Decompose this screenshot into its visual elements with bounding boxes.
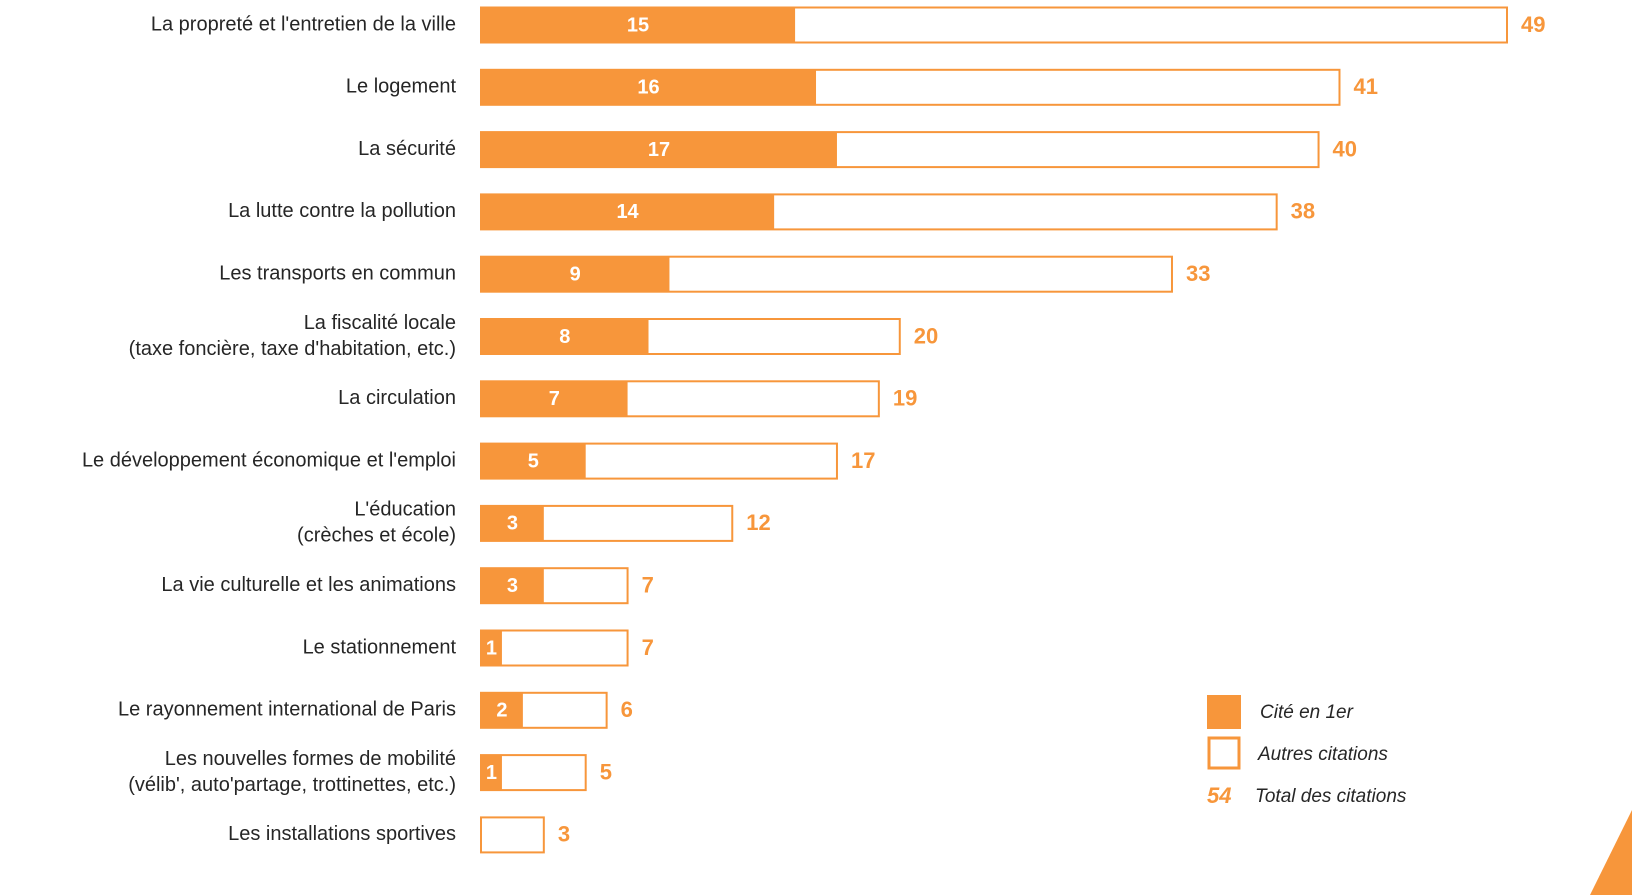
total-label: 6: [621, 697, 633, 722]
first-label: 2: [496, 700, 507, 722]
first-label: 3: [507, 575, 518, 597]
first-label: 15: [627, 14, 649, 36]
total-label: 33: [1186, 261, 1210, 286]
total-label: 41: [1353, 74, 1377, 99]
total-label: 19: [893, 386, 917, 411]
first-bar: [481, 132, 837, 168]
total-label: 5: [600, 759, 612, 784]
first-bar: [481, 256, 670, 292]
first-label: 7: [549, 388, 560, 410]
category-label: Le rayonnement international de Paris: [118, 699, 456, 721]
total-label: 7: [642, 573, 654, 598]
legend-label: Total des citations: [1255, 786, 1407, 807]
category-label: La lutte contre la pollution: [228, 200, 456, 222]
legend-sample: 54: [1207, 783, 1231, 808]
legend-label: Autres citations: [1257, 744, 1388, 765]
corner-decoration: [1590, 810, 1632, 895]
category-label: (taxe foncière, taxe d'habitation, etc.): [129, 338, 456, 360]
total-label: 20: [914, 323, 938, 348]
first-label: 3: [507, 513, 518, 535]
total-label: 12: [746, 510, 770, 535]
category-label: La circulation: [338, 387, 456, 409]
category-label: Le stationnement: [303, 636, 457, 658]
total-label: 38: [1291, 199, 1315, 224]
legend-swatch: [1207, 736, 1241, 770]
first-bar: [481, 7, 796, 43]
category-label: La vie culturelle et les animations: [161, 574, 456, 596]
first-label: 5: [528, 450, 539, 472]
total-bar: [480, 816, 545, 854]
category-label: Le développement économique et l'emploi: [82, 449, 456, 471]
first-bar: [481, 69, 817, 105]
category-label: (crèches et école): [297, 525, 456, 547]
category-label: La fiscalité locale: [304, 312, 456, 334]
category-label: L'éducation: [354, 499, 456, 521]
total-label: 3: [558, 822, 570, 847]
category-label: Les nouvelles formes de mobilité: [165, 748, 456, 770]
category-label: Les installations sportives: [228, 823, 456, 845]
first-bar: [481, 194, 775, 230]
first-bar: [481, 443, 586, 479]
total-bar: [480, 629, 629, 667]
first-label: 1: [486, 637, 497, 659]
first-label: 8: [559, 326, 570, 348]
category-label: La propreté et l'entretien de la ville: [151, 13, 456, 35]
first-bar: [481, 692, 523, 728]
category-label: Le logement: [346, 76, 457, 98]
total-label: 17: [851, 448, 875, 473]
category-label: (vélib', auto'partage, trottinettes, etc…: [128, 774, 456, 796]
total-label: 40: [1333, 136, 1357, 161]
first-bar: [481, 505, 544, 541]
first-label: 14: [616, 201, 639, 223]
first-label: 1: [486, 762, 497, 784]
first-bar: [481, 381, 628, 417]
legend-label: Cité en 1er: [1260, 702, 1354, 723]
total-label: 49: [1521, 12, 1545, 37]
first-label: 16: [637, 77, 659, 99]
first-bar: [481, 755, 502, 791]
category-label: Les transports en commun: [219, 262, 456, 284]
legend-swatch: [1207, 695, 1241, 729]
total-label: 7: [642, 635, 654, 660]
category-label: La sécurité: [358, 138, 456, 160]
first-bar: [481, 319, 649, 354]
first-label: 9: [570, 263, 581, 285]
first-bar: [481, 630, 502, 666]
first-label: 17: [648, 139, 670, 161]
first-bar: [481, 568, 544, 604]
